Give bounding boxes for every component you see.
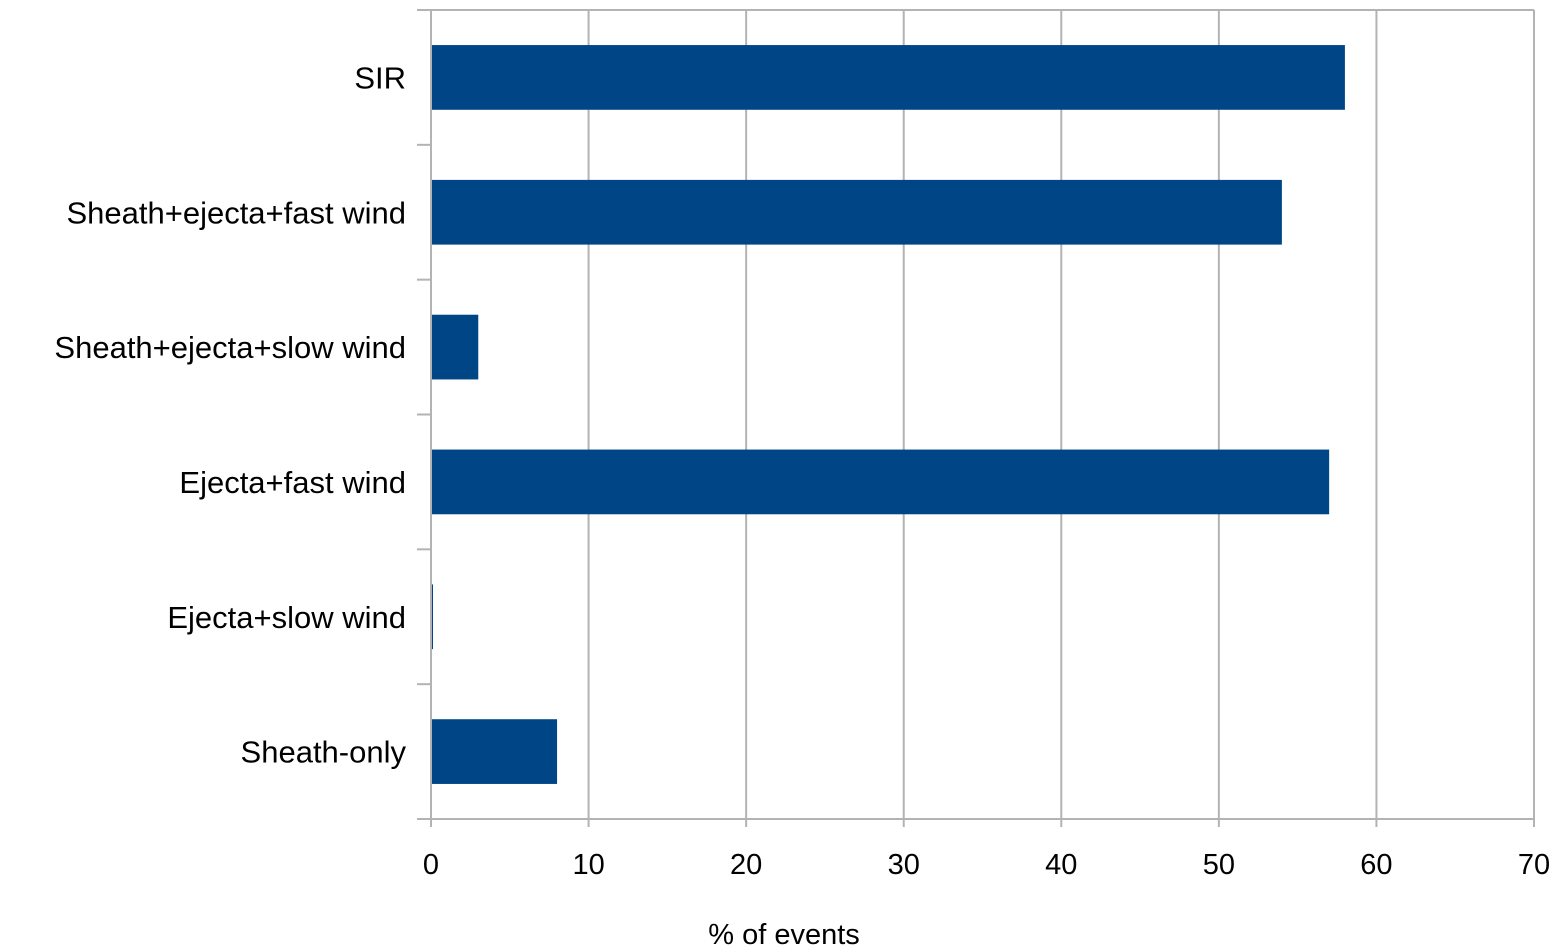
- y-category-label: Sheath+ejecta+fast wind: [66, 195, 406, 230]
- x-tick-label: 20: [730, 849, 762, 881]
- bar: [431, 719, 558, 784]
- x-tick-label: 70: [1518, 849, 1550, 881]
- y-category-label: Sheath-only: [241, 735, 407, 770]
- labels: 0 10 20 30 40 50 60 70 SIR Sheath+ejecta+fast win…: [54, 60, 1550, 881]
- bar: [431, 45, 1345, 110]
- y-category-label: SIR: [354, 60, 406, 95]
- x-tick-label: 60: [1360, 849, 1392, 881]
- bars: [431, 45, 1345, 784]
- y-category-label: Ejecta+fast wind: [179, 465, 406, 500]
- x-tick-label: 30: [888, 849, 920, 881]
- bar: [431, 179, 1282, 245]
- x-tick-label: 0: [423, 849, 439, 881]
- bar: [431, 314, 479, 380]
- bar: [431, 449, 1330, 515]
- y-category-label: Sheath+ejecta+slow wind: [54, 330, 406, 365]
- axes: [417, 9, 1535, 827]
- y-category-label: Ejecta+slow wind: [167, 600, 406, 635]
- x-tick-label: 10: [572, 849, 604, 881]
- x-tick-label: 40: [1045, 849, 1077, 881]
- x-tick-label: 50: [1203, 849, 1235, 881]
- x-axis-title: % of events: [708, 919, 860, 950]
- grid-lines: [587, 10, 1535, 819]
